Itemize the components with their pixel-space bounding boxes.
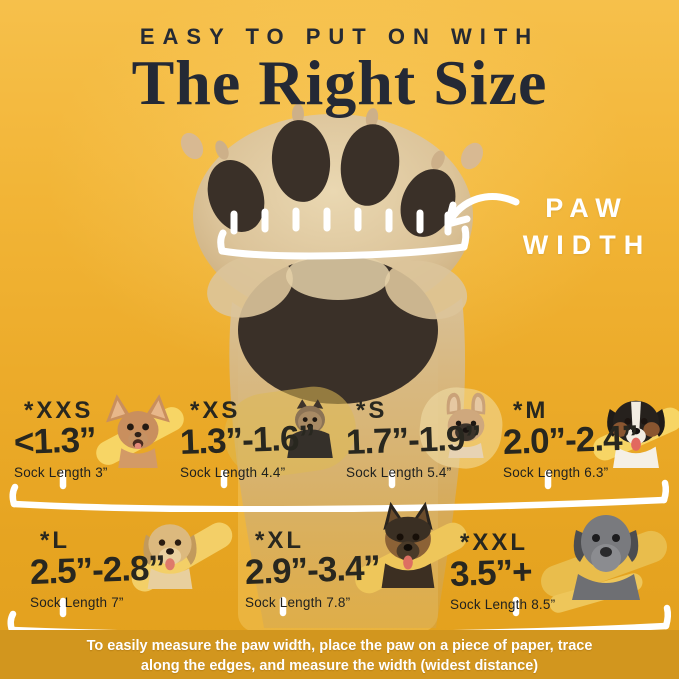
- size-item-xxl: *XXL 3.5”+ Sock Length 8.5”: [449, 529, 630, 613]
- size-code: *L: [40, 527, 70, 554]
- toe-pad: [340, 124, 400, 206]
- dewclaw-left: [180, 132, 204, 160]
- page-title: The Right Size: [131, 47, 548, 118]
- measure-bracket: [217, 207, 470, 260]
- size-item-xxs: *XXS <1.3” Sock Length 3”: [13, 397, 194, 481]
- sock-length: Sock Length 7”: [30, 595, 124, 610]
- paw-width-line1: PAW: [545, 193, 629, 223]
- size-item-s: *S 1.7”-1.9” Sock Length 5.4”: [345, 397, 526, 481]
- great-dane-photo: [572, 515, 640, 600]
- sock-length: Sock Length 8.5”: [450, 597, 556, 612]
- french-bulldog-photo: [446, 392, 486, 458]
- fur-streak: [286, 252, 390, 300]
- size-item-m: *M 2.0”-2.4” Sock Length 6.3”: [502, 397, 679, 481]
- size-code: *M: [513, 397, 549, 424]
- size-range: 1.7”-1.9”: [345, 418, 482, 462]
- claw: [292, 104, 304, 124]
- instructions-line1: To easily measure the paw width, place t…: [86, 638, 593, 654]
- size-code: *S: [356, 397, 388, 424]
- claw: [431, 150, 445, 170]
- claw: [365, 108, 379, 128]
- toe-pad: [400, 169, 456, 237]
- sock-length: Sock Length 5.4”: [346, 465, 452, 480]
- instructions-line2: along the edges, and measure the width (…: [140, 658, 539, 674]
- size-item-xs: *XS 1.3”-1.6” Sock Length 4.4”: [179, 397, 360, 481]
- fur-streak: [207, 254, 293, 318]
- size-range: 2.9”-3.4”: [244, 548, 381, 592]
- sock-length: Sock Length 4.4”: [180, 465, 286, 480]
- australian-shepherd-photo: [607, 400, 665, 468]
- paw-width-line2: WIDTH: [522, 230, 652, 260]
- paw-width-arrow: [444, 193, 520, 228]
- chihuahua-photo: [106, 394, 170, 468]
- size-range: 3.5”+: [449, 552, 533, 594]
- german-shepherd-photo: [381, 501, 435, 588]
- ruler-line-1: [9, 470, 670, 512]
- header-kicker: EASY TO PUT ON WITH: [139, 24, 540, 49]
- paw-photo: [180, 104, 484, 628]
- sock-length: Sock Length 6.3”: [503, 465, 609, 480]
- size-range: <1.3”: [13, 420, 97, 462]
- toe-pad: [271, 120, 331, 202]
- size-range: 2.5”-2.8”: [29, 548, 166, 592]
- sock-length: Sock Length 3”: [14, 465, 108, 480]
- paw-width-label: PAW WIDTH: [502, 190, 672, 264]
- claw: [215, 140, 229, 160]
- size-item-l: *L 2.5”-2.8” Sock Length 7”: [29, 527, 210, 611]
- size-range: 2.0”-2.4”: [502, 418, 639, 462]
- toe-pad: [207, 160, 265, 232]
- golden-retriever-photo: [143, 524, 197, 589]
- size-range: 1.3”-1.6”: [179, 418, 316, 462]
- measuring-instructions: To easily measure the paw width, place t…: [0, 630, 679, 679]
- dewclaw-right: [460, 142, 484, 170]
- size-code: *XXS: [24, 397, 94, 424]
- sock-length: Sock Length 7.8”: [245, 595, 351, 610]
- size-code: *XS: [190, 397, 241, 424]
- fur-streak: [384, 260, 468, 320]
- size-code: *XXL: [460, 529, 529, 556]
- size-code: *XL: [255, 527, 305, 554]
- yorkshire-terrier-puppy-photo: [287, 399, 333, 458]
- size-item-xl: *XL 2.9”-3.4” Sock Length 7.8”: [244, 527, 425, 611]
